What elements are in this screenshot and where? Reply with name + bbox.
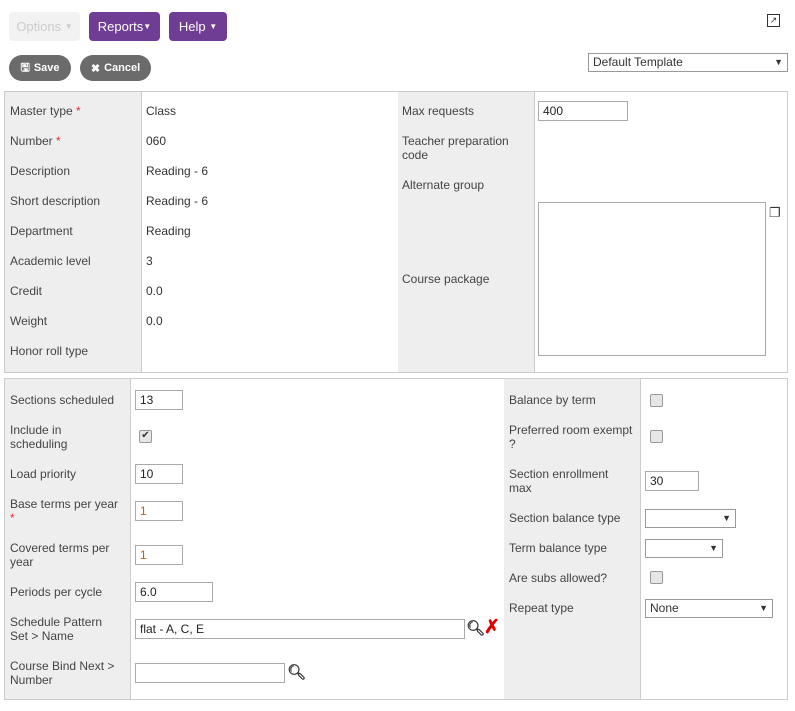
pref-room-checkbox[interactable]	[650, 430, 663, 443]
popout-icon[interactable]: ↗	[767, 14, 780, 27]
include-scheduling-label: Include in scheduling	[10, 423, 68, 451]
max-requests-label: Max requests	[402, 104, 475, 118]
field-value: 060	[146, 134, 167, 148]
chevron-down-icon: ▼	[774, 57, 783, 67]
alternate-group-label: Alternate group	[402, 178, 485, 192]
section-balance-select[interactable]: ▼	[645, 509, 736, 528]
chevron-down-icon: ▼	[722, 513, 731, 523]
field-label: Description	[10, 164, 71, 178]
search-icon[interactable]: 🔍︎	[466, 620, 486, 637]
pattern-label: Schedule Pattern Set > Name	[10, 615, 103, 643]
field-value: Reading	[146, 224, 191, 238]
field-label: Number *	[10, 134, 61, 148]
field-value: Reading - 6	[146, 194, 209, 208]
field-value: 0.0	[146, 284, 163, 298]
max-requests-input[interactable]: 400	[538, 101, 628, 121]
chevron-down-icon: ▼	[709, 543, 718, 553]
expand-window-icon[interactable]: ❐	[769, 205, 781, 220]
balance-term-label: Balance by term	[509, 393, 596, 407]
template-value: Default Template	[593, 55, 683, 69]
sections-scheduled-label: Sections scheduled	[10, 393, 115, 407]
field-value: 3	[146, 254, 153, 268]
include-scheduling-checkbox[interactable]: ✔	[139, 430, 152, 443]
term-balance-label: Term balance type	[509, 541, 608, 555]
floppy-icon: 🖫	[20, 61, 30, 74]
bind-input[interactable]	[135, 663, 285, 683]
chevron-down-icon: ▼	[64, 22, 73, 31]
course-package-textarea[interactable]	[538, 202, 766, 356]
repeat-select[interactable]: None ▼	[645, 599, 773, 618]
cancel-label: Cancel	[104, 62, 141, 74]
field-value: Reading - 6	[146, 164, 209, 178]
required-marker: *	[56, 134, 61, 148]
course-package-label: Course package	[402, 272, 490, 286]
field-label: Department	[10, 224, 73, 238]
covered-terms-label: Covered terms per year	[10, 541, 110, 569]
top-panel	[4, 91, 788, 373]
pref-room-label: Preferred room exempt ?	[509, 423, 633, 451]
field-value: Class	[146, 104, 177, 118]
field-label: Master type *	[10, 104, 81, 118]
options-menu-button[interactable]: Options ▼	[9, 12, 80, 41]
field-label: Honor roll type	[10, 344, 89, 358]
section-balance-label: Section balance type	[509, 511, 621, 525]
repeat-value: None	[650, 601, 679, 615]
field-label: Credit	[10, 284, 43, 298]
options-label: Options	[16, 19, 62, 34]
reports-label: Reports	[97, 19, 144, 34]
base-terms-label: Base terms per year	[10, 497, 119, 511]
help-label: Help	[178, 19, 206, 34]
enroll-max-label: Section enrollment max	[509, 467, 609, 495]
save-button[interactable]: 🖫 Save	[9, 55, 71, 81]
field-label: Short description	[10, 194, 101, 208]
teacher-prep-label: Teacher preparation code	[402, 134, 509, 162]
enroll-max-input[interactable]: 30	[645, 471, 699, 491]
search-icon[interactable]: 🔍︎	[287, 664, 307, 681]
cancel-button[interactable]: ✖ Cancel	[80, 55, 151, 81]
load-priority-label: Load priority	[10, 467, 77, 481]
balance-term-checkbox[interactable]	[650, 394, 663, 407]
field-label: Academic level	[10, 254, 91, 268]
covered-terms-input[interactable]: 1	[135, 545, 183, 565]
term-balance-select[interactable]: ▼	[645, 539, 723, 558]
required-marker: *	[76, 104, 81, 118]
clear-icon[interactable]: ✗	[484, 617, 500, 638]
template-select[interactable]: Default Template ▼	[588, 53, 788, 72]
field-value: 0.0	[146, 314, 163, 328]
base-terms-input[interactable]: 1	[135, 501, 183, 521]
required-marker: *	[10, 511, 15, 525]
periods-input[interactable]: 6.0	[135, 582, 213, 602]
load-priority-input[interactable]: 10	[135, 464, 183, 484]
repeat-label: Repeat type	[509, 601, 574, 615]
pattern-input[interactable]: flat - A, C, E	[135, 619, 465, 639]
help-menu-button[interactable]: Help ▼	[169, 12, 227, 41]
bottom-panel	[4, 378, 788, 700]
subs-label: Are subs allowed?	[509, 571, 608, 585]
chevron-down-icon: ▼	[209, 22, 218, 31]
chevron-down-icon: ▼	[759, 603, 768, 613]
save-label: Save	[33, 62, 60, 74]
chevron-down-icon: ▼	[143, 22, 152, 31]
bind-label: Course Bind Next > Number	[10, 659, 115, 687]
sections-scheduled-input[interactable]: 13	[135, 390, 183, 410]
reports-menu-button[interactable]: Reports ▼	[89, 12, 160, 41]
field-label: Weight	[10, 314, 48, 328]
x-icon: ✖	[90, 62, 101, 75]
subs-checkbox[interactable]	[650, 571, 663, 584]
periods-label: Periods per cycle	[10, 585, 103, 599]
